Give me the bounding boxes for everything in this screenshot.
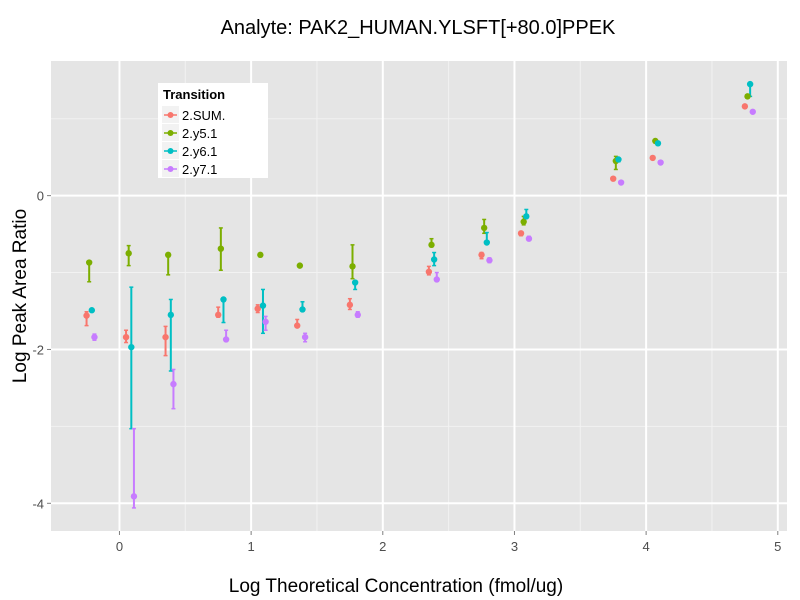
data-point-2-y5-1 [428,241,435,249]
legend-label-2-y5-1: 2.y5.1 [182,126,217,141]
data-point-2-y6-1 [523,213,530,220]
data-point-2-y5-1 [164,251,172,259]
chart-title: Analyte: PAK2_HUMAN.YLSFT[+80.0]PPEK [221,17,616,39]
data-point-2-sum [162,333,169,341]
y-tick-label: -4 [32,496,44,511]
data-point-2-sum [294,322,301,329]
data-point-2-sum [517,230,525,237]
x-axis-ticks: 0 1 2 3 4 5 [116,531,781,554]
data-point-2-y6-1 [220,296,227,303]
data-point-2-y5-1 [744,93,751,100]
data-point-2-y5-1 [257,251,264,259]
x-tick-label: 0 [116,539,123,554]
data-point-2-sum [610,175,617,182]
x-tick-label: 3 [511,539,518,554]
x-tick-label: 4 [643,539,650,554]
data-point-2-y7-1 [222,336,230,343]
data-point-2-y7-1 [262,318,269,325]
data-point-2-sum [215,311,222,319]
x-tick-label: 2 [379,539,386,554]
data-point-2-y6-1 [167,311,175,319]
data-point-2-y6-1 [483,239,491,246]
data-point-2-y6-1 [88,307,96,314]
legend-key-point-2-y7-1 [167,166,174,172]
data-point-2-y7-1 [433,276,440,283]
data-point-2-y7-1 [525,235,533,242]
data-point-2-y7-1 [301,333,309,341]
data-point-2-sum [478,251,485,259]
data-point-2-y6-1 [351,279,359,286]
y-axis-ticks: 0 -2 -4 [32,189,51,511]
legend-key-point-2-y6-1 [167,148,174,154]
major-gridlines [51,61,787,531]
y-tick-label: -2 [32,342,44,357]
data-point-2-sum [83,312,90,319]
data-point-2-y7-1 [617,179,625,186]
data-point-2-y6-1 [259,302,267,309]
x-axis-label: Log Theoretical Concentration (fmol/ug) [229,576,563,597]
data-point-2-y6-1 [128,343,135,351]
data-point-2-y5-1 [85,259,93,266]
legend-title: Transition [163,87,225,102]
legend: Transition 2.SUM. 2.y5.1 2.y6.1 2.y7.1 [158,83,268,178]
data-point-2-sum [346,301,354,309]
data-point-2-y7-1 [486,257,493,264]
data-point-2-y6-1 [654,140,662,147]
data-point-2-y5-1 [480,224,488,232]
data-point-2-y6-1 [299,306,306,313]
legend-label-2-y7-1: 2.y7.1 [182,162,217,177]
data-point-2-y5-1 [217,245,225,252]
legend-label-2-y6-1: 2.y6.1 [182,144,217,159]
x-tick-label: 5 [774,539,781,554]
data-point-2-y7-1 [354,311,361,319]
data-point-2-y5-1 [349,263,356,270]
data-point-2-y7-1 [130,493,138,500]
data-points [83,80,756,500]
x-tick-label: 1 [248,539,255,554]
data-point-2-y7-1 [91,333,98,341]
data-point-2-y6-1 [746,80,754,88]
data-point-2-sum [649,154,656,162]
data-point-2-y6-1 [615,156,622,163]
data-point-2-sum [741,103,749,110]
legend-key-point-2-sum [167,112,174,118]
data-point-2-y7-1 [657,159,664,166]
data-point-2-y7-1 [749,108,756,115]
data-point-2-sum [254,305,261,312]
legend-label-2-sum: 2.SUM. [182,108,225,123]
y-tick-label: 0 [37,189,44,204]
data-point-2-y5-1 [125,250,132,257]
data-point-2-sum [425,268,433,275]
data-point-2-sum [122,333,130,341]
y-axis-label: Log Peak Area Ratio [10,209,31,383]
data-point-2-y5-1 [520,218,527,225]
data-point-2-y6-1 [430,256,438,263]
data-point-2-y7-1 [170,380,177,388]
legend-key-point-2-y5-1 [167,130,174,136]
data-point-2-y5-1 [296,262,304,269]
